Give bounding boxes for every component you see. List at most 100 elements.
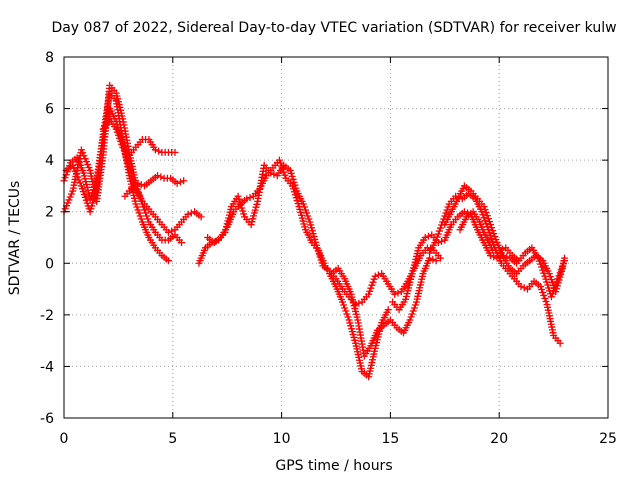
data-point [539,266,547,274]
data-point [540,269,548,277]
data-point [118,140,126,148]
y-tick-label: 8 [45,50,54,66]
data-point [435,227,443,235]
data-point [133,203,141,211]
data-point [184,210,192,218]
data-point [409,307,417,315]
data-point [178,239,186,247]
data-series-8 [325,270,392,381]
y-tick-label: 6 [45,102,54,118]
data-point [279,165,287,173]
data-point [432,236,440,244]
data-point [143,212,151,220]
data-point [556,269,564,277]
y-tick-label: -2 [40,308,54,324]
data-point [132,200,140,208]
data-point [460,208,468,216]
x-tick-label: 20 [490,431,508,447]
data-point [482,209,490,217]
data-point [340,301,348,309]
data-point [114,131,122,139]
data-point [429,255,437,263]
data-point [556,339,564,347]
data-point [503,253,511,261]
data-point [535,257,543,265]
data-point [560,257,568,265]
y-tick-label: -4 [40,359,54,375]
data-point [558,263,566,271]
data-point [486,252,494,260]
data-point [155,147,163,155]
y-tick-label: 0 [45,256,54,272]
data-point [277,159,285,167]
data-point [275,156,283,164]
data-point [534,254,542,262]
data-point [151,146,159,154]
data-point [144,215,152,223]
data-point [540,292,548,300]
data-point [551,284,559,292]
y-axis-label: SDTVAR / TECUs [7,181,23,296]
data-point [280,168,288,176]
data-point [243,195,251,203]
data-point [555,272,563,280]
data-series-12 [456,208,568,301]
data-point [134,179,142,187]
data-point [442,209,450,217]
x-tick-label: 0 [60,431,69,447]
data-point [197,213,205,221]
x-tick-label: 5 [168,431,177,447]
data-point [157,173,165,181]
data-point [411,301,419,309]
data-point [550,287,558,295]
data-point [538,263,546,271]
data-point [342,307,350,315]
data-point [270,170,278,178]
data-point [443,206,451,214]
data-point [339,298,347,306]
data-point [436,224,444,232]
data-point [542,298,550,306]
data-point [117,137,125,145]
y-tick-label: 4 [45,153,54,169]
data-point [433,233,441,241]
data-point [491,233,499,241]
data-point [407,313,415,321]
data-point [553,278,561,286]
data-point [168,227,176,235]
data-point [113,128,121,136]
data-point [154,172,162,180]
data-point [498,245,506,253]
data-point [432,257,440,265]
x-tick-label: 15 [381,431,399,447]
data-point [303,209,311,217]
data-point [136,212,144,220]
data-point [485,218,493,226]
data-point [365,290,373,298]
data-point [495,246,503,254]
data-point [549,290,557,298]
data-series-4 [99,115,179,159]
data-point [547,293,555,301]
data-point [481,206,489,214]
data-point [537,282,545,290]
axis-ticks: 0 5 10 15 20 25 -6 -4 -2 0 2 4 6 8 [40,50,617,447]
data-point [554,275,562,283]
data-point [171,148,179,156]
plot-area [60,81,568,381]
data-point [137,215,145,223]
data-point [517,282,525,290]
data-point [391,290,399,298]
data-point [394,289,402,297]
data-point [370,275,378,283]
data-point [488,224,496,232]
data-point [483,212,491,220]
data-series-2 [60,81,186,247]
data-point [374,271,382,279]
data-point [164,228,172,236]
data-point [424,232,432,240]
data-point [421,234,429,241]
data-point [484,215,492,223]
data-point [176,178,184,186]
